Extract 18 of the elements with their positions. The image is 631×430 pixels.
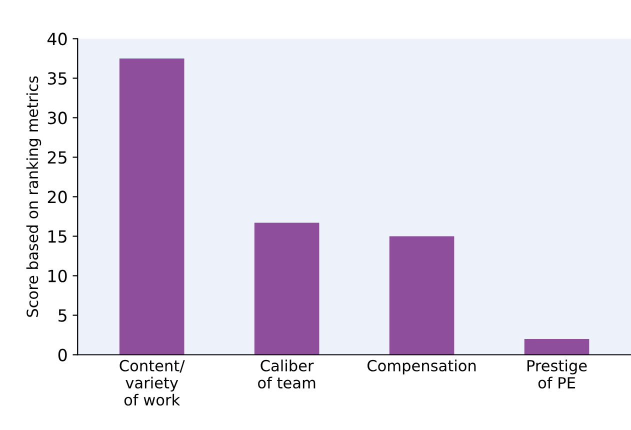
y-tick-label: 20 <box>48 190 67 204</box>
y-tick-label: 30 <box>48 112 67 124</box>
y-tick-label: 25 <box>48 151 66 164</box>
y-tick-label: 40 <box>48 32 67 46</box>
y-tick-label: 15 <box>48 230 66 243</box>
bar <box>119 58 184 355</box>
x-tick-label: Prestige of PE <box>527 360 587 389</box>
y-tick-label: 5 <box>58 309 66 322</box>
x-tick-label: Caliber of team <box>258 360 316 389</box>
bar <box>254 222 320 355</box>
y-tick-label: 35 <box>48 72 66 85</box>
y-axis-title: Score based on ranking metrics <box>26 76 42 317</box>
x-tick-label: Content/ variety of work <box>120 360 185 406</box>
bar <box>524 338 590 355</box>
y-tick-label: 0 <box>58 348 67 362</box>
x-tick-label: Compensation <box>368 360 476 374</box>
bar <box>389 236 454 355</box>
y-tick-label: 10 <box>48 270 67 282</box>
